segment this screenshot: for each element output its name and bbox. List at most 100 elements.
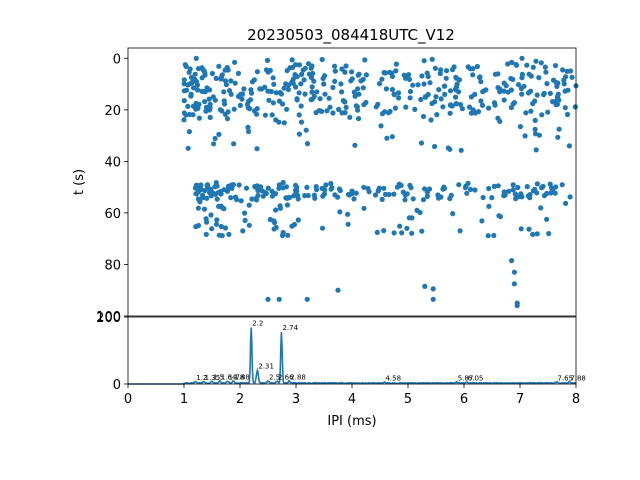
scatter-y-tick-label: 40 xyxy=(104,155,121,170)
peak-label: 2.31 xyxy=(258,363,274,371)
scatter-y-tick-label: 20 xyxy=(104,104,121,119)
scatter-point xyxy=(262,84,268,90)
scatter-point xyxy=(299,71,305,77)
scatter-point xyxy=(486,185,492,192)
scatter-point xyxy=(476,74,483,81)
scatter-point xyxy=(509,258,515,264)
scatter-point xyxy=(381,228,387,234)
scatter-point xyxy=(429,56,435,62)
ipi-histogram-panel: 2.2 2.74 2.31 1.21.351.51.641.781.88 2.52.66… xyxy=(96,311,586,429)
scatter-point xyxy=(533,58,539,64)
scatter-point xyxy=(522,133,528,139)
scatter-point xyxy=(410,82,416,88)
scatter-point xyxy=(320,193,326,199)
scatter-point xyxy=(495,85,501,91)
scatter-point xyxy=(343,63,349,69)
scatter-point xyxy=(298,119,305,125)
peak-label: 2.5 xyxy=(269,373,280,381)
scatter-point xyxy=(287,65,293,71)
scatter-point xyxy=(189,79,195,86)
scatter-point xyxy=(420,113,427,120)
scatter-point xyxy=(541,193,548,199)
scatter-point xyxy=(410,196,416,202)
scatter-point xyxy=(212,135,218,142)
scatter-point xyxy=(224,188,231,194)
histogram-x-tick-label: 5 xyxy=(404,392,412,407)
scatter-point xyxy=(532,117,538,123)
scatter-point xyxy=(541,92,547,98)
scatter-point xyxy=(249,196,255,202)
scatter-y-ticks: 0 20 40 60 80 100 xyxy=(96,52,128,325)
scatter-point xyxy=(391,230,397,236)
scatter-point xyxy=(356,116,362,122)
scatter-point xyxy=(336,106,342,112)
scatter-point xyxy=(214,196,220,202)
scatter-point xyxy=(456,182,462,188)
scatter-point xyxy=(342,69,348,75)
scatter-y-tick-label: 0 xyxy=(113,52,121,67)
scatter-point xyxy=(262,112,268,118)
histogram-x-tick-label: 3 xyxy=(292,392,300,407)
scatter-point xyxy=(534,231,540,237)
scatter-point xyxy=(479,102,486,108)
scatter-point xyxy=(273,224,279,231)
histogram-x-tick-label: 7 xyxy=(516,392,524,407)
scatter-point xyxy=(339,89,345,95)
scatter-point xyxy=(308,97,314,103)
scatter-point xyxy=(330,84,336,91)
scatter-point xyxy=(200,195,206,201)
scatter-point xyxy=(284,202,290,208)
scatter-point xyxy=(479,218,485,224)
scatter-point xyxy=(361,205,367,211)
scatter-point xyxy=(412,106,418,112)
scatter-point xyxy=(355,107,361,113)
scatter-point xyxy=(548,190,554,196)
scatter-point xyxy=(526,71,532,77)
scatter-point xyxy=(319,56,325,63)
scatter-point xyxy=(419,228,425,234)
scatter-point xyxy=(543,69,549,75)
scatter-point xyxy=(442,83,448,89)
scatter-point xyxy=(303,127,309,133)
scatter-point xyxy=(276,185,282,191)
scatter-point xyxy=(231,106,237,112)
scatter-point xyxy=(565,87,571,93)
scatter-point xyxy=(393,68,399,74)
scatter-point xyxy=(284,106,290,112)
scatter-point xyxy=(228,195,234,201)
scatter-point xyxy=(283,184,289,190)
scatter-point xyxy=(361,102,367,108)
scatter-point xyxy=(277,205,283,211)
scatter-point xyxy=(402,197,408,203)
scatter-point xyxy=(254,106,260,112)
scatter-point xyxy=(206,96,212,102)
scatter-point xyxy=(564,111,571,118)
scatter-point xyxy=(338,81,344,87)
scatter-point xyxy=(539,185,545,191)
scatter-point xyxy=(212,97,218,103)
scatter-point xyxy=(272,220,278,226)
histogram-x-tick-label: 8 xyxy=(572,392,580,407)
scatter-point xyxy=(360,85,366,91)
scatter-point xyxy=(353,190,359,196)
scatter-point xyxy=(459,106,465,112)
scatter-point xyxy=(265,88,271,94)
scatter-point xyxy=(415,82,421,88)
scatter-point xyxy=(228,78,234,84)
scatter-point xyxy=(457,102,464,108)
scatter-point xyxy=(406,76,413,82)
scatter-point xyxy=(280,179,286,186)
scatter-point xyxy=(294,74,300,80)
scatter-point xyxy=(546,231,552,237)
scatter-point xyxy=(300,67,306,73)
scatter-point xyxy=(235,93,242,99)
scatter-point xyxy=(304,141,311,147)
scatter-y-tick-label: 80 xyxy=(104,258,121,273)
scatter-point xyxy=(211,141,217,147)
scatter-point xyxy=(221,89,227,95)
scatter-point xyxy=(519,194,525,200)
scatter-point xyxy=(295,217,301,223)
scatter-point xyxy=(544,81,550,87)
scatter-point xyxy=(421,81,427,87)
scatter-point xyxy=(422,283,428,289)
